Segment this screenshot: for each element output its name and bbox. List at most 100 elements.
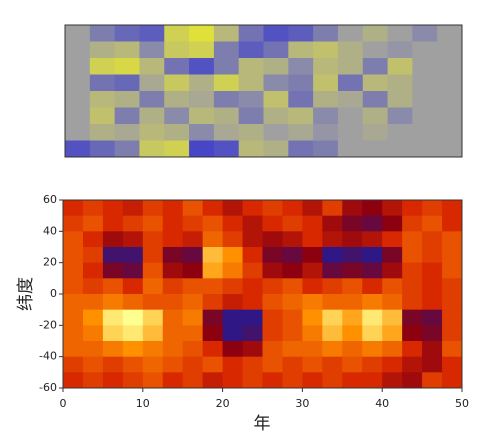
heatmap-cell [242,278,263,295]
heatmap-cell [114,25,140,42]
heatmap-cell [222,278,244,295]
heatmap-cell [402,294,423,311]
heatmap-cell [63,262,84,279]
heatmap-cell [342,231,363,248]
heatmap-cell [337,74,364,92]
heatmap-cell [238,25,264,42]
heatmap-cell [402,278,423,295]
heatmap-cell [242,262,263,279]
heatmap-cell [122,341,144,358]
heatmap-cell [242,294,263,311]
heatmap-cell [302,200,323,217]
heatmap-cell [102,309,124,326]
heatmap-cell [222,247,244,264]
heatmap-cell [442,215,463,232]
heatmap-cell [182,231,204,248]
heatmap-cell [189,140,215,158]
heatmap-cell [387,91,413,108]
y-tick-label: -40 [39,350,57,363]
heatmap-cell [102,215,124,232]
heatmap-cell [82,309,104,326]
heatmap-cell [139,58,165,75]
heatmap-cell [342,309,363,326]
heatmap-cell [342,247,363,264]
heatmap-cell [387,107,413,125]
heatmap-cell [182,309,204,326]
heatmap-cell [337,58,364,75]
heatmap-cell [263,107,289,125]
heatmap-cell [162,309,184,326]
heatmap-cell [142,200,164,217]
y-tick-label: -20 [39,318,57,331]
heatmap-cell [139,140,165,158]
heatmap-cell [65,58,91,75]
heatmap-cell [162,200,184,217]
heatmap-cell [142,309,164,326]
heatmap-cell [202,372,224,389]
heatmap-cell [402,231,423,248]
x-tick-label: 10 [136,397,150,410]
heatmap-cell [387,58,413,75]
heatmap-cell [402,262,423,279]
heatmap-cell [402,341,423,358]
heatmap-cell [362,294,383,311]
heatmap-cell [422,356,443,373]
heatmap-cell [122,200,144,217]
y-tick-label: 40 [43,224,57,237]
heatmap-cell [442,294,463,311]
heatmap-cell [302,341,323,358]
heatmap-cell [63,372,84,389]
heatmap-cell [102,278,124,295]
heatmap-cell [362,309,383,326]
heatmap-cell [222,372,244,389]
heatmap-cell [238,58,264,75]
heatmap-cell [162,325,184,342]
heatmap-cell [63,231,84,248]
heatmap-cell [162,278,184,295]
heatmap-cell [387,25,413,42]
heatmap-cell [242,372,263,389]
heatmap-cell [82,341,104,358]
heatmap-cell [238,74,264,92]
heatmap-cell [189,41,215,59]
heatmap-cell [437,140,463,158]
heatmap-cell [65,140,91,158]
y-tick-label: 20 [43,256,57,269]
heatmap-cell [302,325,323,342]
heatmap-cell [162,215,184,232]
heatmap-cell [142,247,164,264]
heatmap-cell [442,325,463,342]
heatmap-cell [288,91,314,108]
heatmap-cell [213,140,240,158]
heatmap-cell [302,356,323,373]
heatmap-cell [63,247,84,264]
heatmap-cell [102,262,124,279]
heatmap-cell [282,341,303,358]
heatmap-cell [337,41,364,59]
heatmap-cell [382,231,403,248]
heatmap-cell [202,341,224,358]
heatmap-cell [322,356,343,373]
heatmap-cell [242,231,263,248]
heatmap-cell [362,341,383,358]
heatmap-cell [162,372,184,389]
heatmap-cell [382,247,403,264]
heatmap-cell [202,247,224,264]
heatmap-cell [282,325,303,342]
heatmap-cell [362,41,389,59]
heatmap-cell [313,140,339,158]
heatmap-cell [82,278,104,295]
heatmap-cell [337,91,364,108]
heatmap-cell [164,91,190,108]
heatmap-cell [362,231,383,248]
heatmap-cell [139,91,165,108]
heatmap-cell [302,262,323,279]
heatmap-cell [65,124,91,141]
heatmap-cell [362,247,383,264]
heatmap-cell [322,325,343,342]
heatmap-cell [263,140,289,158]
heatmap-cell [342,325,363,342]
heatmap-cell [164,74,190,92]
heatmap-cell [263,58,289,75]
